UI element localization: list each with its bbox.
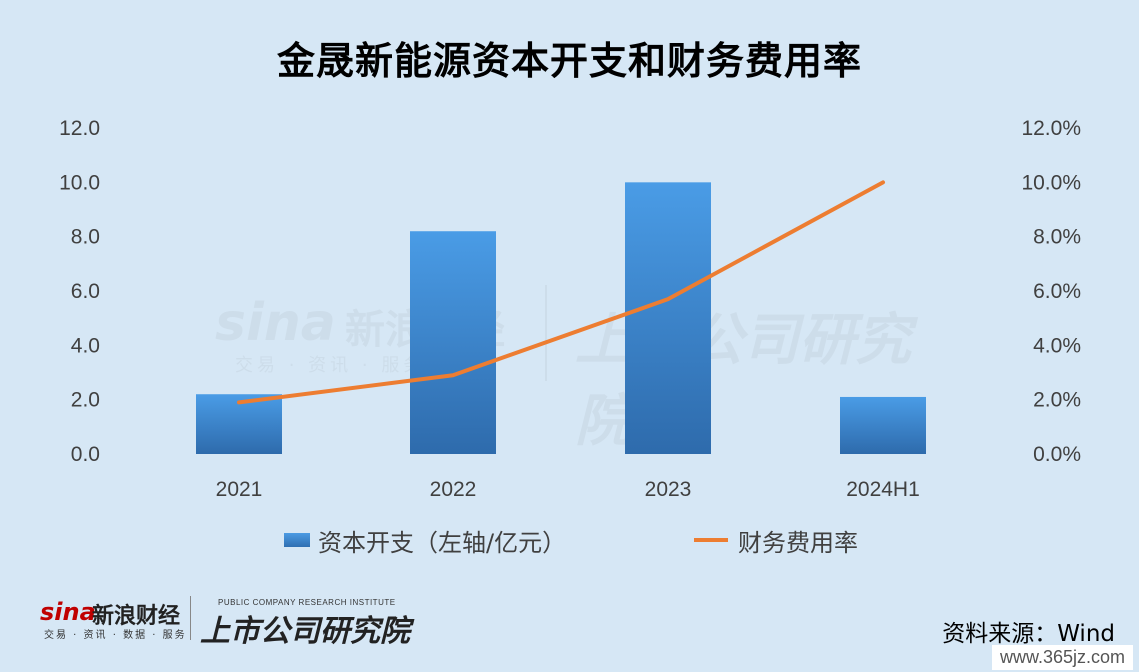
institute-name: 上市公司研究院	[200, 614, 410, 649]
right-tick-label: 4.0%	[1033, 334, 1081, 357]
right-tick-label: 8.0%	[1033, 226, 1081, 249]
category-axis: 2021 2022 2023 2024H1	[216, 478, 920, 501]
sina-finance-sub: 交易 · 资讯 · 数据 · 服务	[44, 630, 187, 641]
right-tick-label: 6.0%	[1033, 280, 1081, 303]
site-watermark: www.365jz.com	[991, 645, 1133, 670]
footer-divider	[190, 596, 191, 640]
bar	[410, 231, 496, 454]
right-axis: 0.0% 2.0% 4.0% 6.0% 8.0% 10.0% 12.0%	[1021, 117, 1081, 466]
category-label: 2022	[430, 478, 477, 501]
right-tick-label: 0.0%	[1033, 443, 1081, 466]
left-tick-label: 6.0	[71, 280, 100, 303]
left-tick-label: 10.0	[59, 171, 100, 194]
sina-finance-name: 新浪财经	[92, 604, 181, 629]
left-tick-label: 4.0	[71, 334, 100, 357]
left-axis: 0.0 2.0 4.0 6.0 8.0 10.0 12.0	[59, 117, 100, 466]
legend-item-capex: 资本开支（左轴/亿元）	[284, 524, 567, 557]
category-label: 2023	[645, 478, 692, 501]
right-tick-label: 12.0%	[1021, 117, 1081, 140]
right-tick-label: 10.0%	[1021, 171, 1081, 194]
left-tick-label: 12.0	[59, 117, 100, 140]
source-note: 资料来源：Wind	[942, 621, 1115, 647]
bar	[840, 396, 926, 454]
legend-line-swatch	[694, 538, 728, 542]
footer-logo: sina 新浪财经 交易 · 资讯 · 数据 · 服务 PUBLIC COMPA…	[40, 596, 410, 649]
sina-logo: sina	[40, 598, 96, 626]
legend-capex-label: 资本开支（左轴/亿元）	[318, 528, 567, 557]
left-tick-label: 0.0	[71, 443, 100, 466]
line-path	[237, 180, 885, 405]
bar	[625, 182, 711, 455]
institute-en: PUBLIC COMPANY RESEARCH INSTITUTE	[218, 598, 396, 607]
right-tick-label: 2.0%	[1033, 389, 1081, 412]
bar-series	[196, 182, 926, 455]
left-tick-label: 2.0	[71, 389, 100, 412]
category-label: 2021	[216, 478, 263, 501]
legend-rate-label: 财务费用率	[738, 528, 858, 557]
category-label: 2024H1	[846, 478, 920, 501]
line-series	[237, 180, 885, 405]
legend-item-finance-rate: 财务费用率	[694, 524, 858, 557]
left-tick-label: 8.0	[71, 226, 100, 249]
legend-bar-swatch	[284, 533, 310, 547]
chart-title: 金晟新能源资本开支和财务费用率	[276, 39, 862, 83]
